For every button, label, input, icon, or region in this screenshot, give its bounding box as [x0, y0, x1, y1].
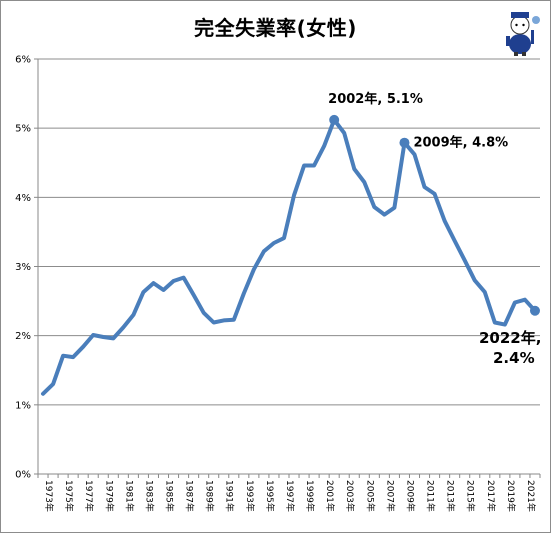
x-tick-label: 2021年 — [525, 480, 537, 512]
x-tick-label: 1991年 — [224, 480, 236, 512]
annotation-label: 2002年, 5.1% — [328, 91, 423, 107]
annotation-label: 2022年, — [479, 329, 541, 347]
x-tick-label: 1977年 — [83, 480, 95, 512]
x-tick-label: 2011年 — [425, 480, 437, 512]
x-tick-label: 1989年 — [204, 480, 216, 512]
y-tick-label: 3% — [15, 262, 31, 273]
x-tick-label: 1973年 — [43, 480, 55, 512]
x-tick-label: 1979年 — [103, 480, 115, 512]
data-point-marker — [329, 114, 340, 125]
x-tick-label: 2019年 — [505, 480, 517, 512]
x-tick-label: 2001年 — [324, 480, 336, 512]
data-point-marker — [529, 305, 540, 316]
x-tick-label: 1997年 — [284, 480, 296, 512]
data-point-marker — [399, 137, 410, 148]
series-line — [41, 117, 537, 396]
x-tick-label: 2009年 — [404, 480, 416, 512]
mascot-icon — [506, 12, 540, 56]
gridlines — [34, 58, 540, 475]
chart-title: 完全失業率(女性) — [194, 16, 357, 40]
x-tick-label: 1983年 — [143, 480, 155, 512]
y-tick-label: 0% — [15, 470, 31, 481]
annotation-label: 2.4% — [493, 349, 535, 367]
x-tick-label: 2003年 — [344, 480, 356, 512]
x-tick-label: 1981年 — [123, 480, 135, 512]
x-tick-label: 1985年 — [164, 480, 176, 512]
y-tick-label: 5% — [15, 124, 31, 135]
x-tick-label: 2013年 — [445, 480, 457, 512]
x-tick-label: 1999年 — [304, 480, 316, 512]
x-tick-label: 2015年 — [465, 480, 477, 512]
x-tick-label: 2005年 — [364, 480, 376, 512]
y-tick-label: 4% — [15, 193, 31, 204]
x-tick-label: 2007年 — [384, 480, 396, 512]
y-axis-ticks: 0% 1% 2% 3% 4% 5% 6% — [15, 55, 31, 481]
x-tick-label: 2017年 — [485, 480, 497, 512]
x-tick-label: 1995年 — [264, 480, 276, 512]
annotation-label: 2009年, 4.8% — [413, 135, 508, 151]
x-axis: 1973年 1975年 1977年 1979年 1981年 1983年 1985年 1987年… — [37, 59, 541, 512]
plot-area — [41, 117, 537, 396]
x-tick-label: 1993年 — [244, 480, 256, 512]
y-tick-label: 2% — [15, 331, 31, 342]
y-tick-label: 1% — [15, 400, 31, 411]
annotations: 2002年, 5.1% 2009年, 4.8% 2022年, 2.4% — [328, 91, 541, 367]
x-tick-label: 1987年 — [184, 480, 196, 512]
y-tick-label: 6% — [15, 55, 31, 66]
x-tick-label: 1975年 — [63, 480, 75, 512]
